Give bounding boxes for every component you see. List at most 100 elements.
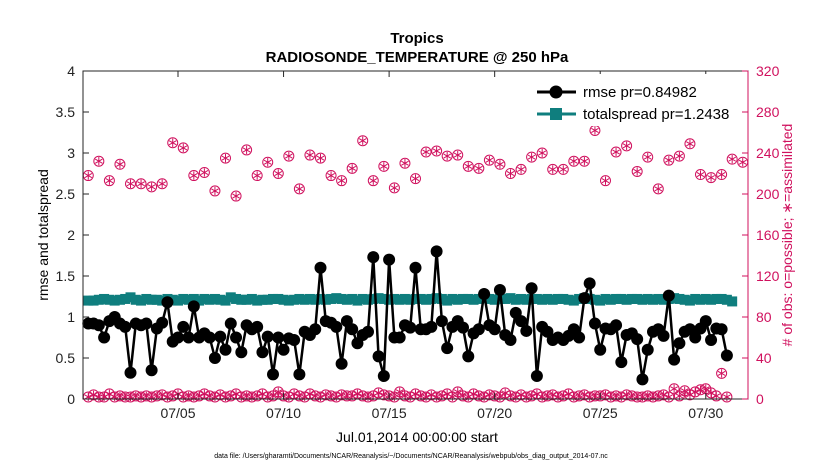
obs-possible-marker (721, 391, 733, 403)
obs-possible-marker (462, 160, 474, 172)
rmse-point (377, 370, 390, 383)
obs-possible-marker (135, 178, 147, 190)
obs-possible-marker (515, 163, 527, 175)
obs-possible-marker (209, 185, 221, 197)
obs-assimilated-marker (306, 389, 314, 399)
obs-assimilated-marker (379, 162, 388, 171)
obs-possible-marker (93, 155, 105, 167)
obs-assimilated-marker (485, 155, 494, 165)
x-tick-label: 07/25 (583, 405, 618, 421)
totalspread-point (236, 294, 247, 305)
rmse-point (251, 320, 264, 333)
obs-possible-marker (262, 156, 274, 168)
rmse-point (372, 350, 385, 363)
totalspread-point (452, 294, 463, 305)
y-tick-label-right: 160 (756, 227, 780, 243)
totalspread-point (363, 294, 373, 305)
rmse-point (309, 323, 322, 336)
rmse-point (441, 342, 454, 355)
totalspread-point (653, 293, 664, 304)
totalspread-point (183, 294, 194, 305)
x-tick-label: 07/05 (160, 405, 195, 421)
rmse-point (182, 331, 195, 344)
obs-assimilated-marker (179, 392, 188, 402)
totalspread-point (136, 295, 147, 306)
totalspread-point (352, 295, 363, 306)
obs-assimilated-marker (126, 392, 135, 402)
obs-assimilated-marker (591, 126, 599, 135)
obs-assimilated-marker (295, 184, 304, 194)
obs-assimilated-marker (443, 151, 452, 161)
rmse-point (383, 253, 396, 266)
obs-assimilated-marker (548, 390, 557, 400)
rmse-point (277, 343, 290, 356)
obs-possible-marker (367, 175, 379, 187)
rmse-point (631, 333, 644, 346)
rmse-point (530, 370, 543, 383)
obs-possible-marker (146, 181, 158, 193)
obs-assimilated-marker (411, 174, 420, 183)
y-axis-left: 0 0.5 1 1.5 2 2.5 3 3.5 4 (56, 63, 89, 407)
obs-possible-marker (526, 151, 538, 163)
obs-possible-marker (114, 158, 126, 170)
obs-assimilated-marker (432, 146, 441, 156)
totalspread-point (516, 293, 527, 304)
obs-possible-marker (716, 367, 728, 379)
obs-possible-marker (652, 183, 664, 195)
obs-assimilated-marker (105, 176, 114, 185)
totalspread-point (399, 293, 410, 304)
obs-possible-marker (272, 168, 284, 179)
y-tick-label: 2 (67, 227, 75, 243)
totalspread-point (310, 294, 321, 305)
obs-assimilated-marker (723, 392, 731, 402)
totalspread-point (273, 293, 284, 304)
totalspread-point (706, 294, 717, 305)
x-tick-label: 07/10 (266, 405, 301, 421)
rmse-point (588, 317, 601, 330)
y-tick-label: 2.5 (56, 186, 76, 202)
totalspread-point (695, 294, 706, 305)
totalspread-point (547, 294, 558, 305)
rmse-point (256, 346, 269, 359)
totalspread-point (600, 293, 611, 304)
obs-assimilated-marker (643, 152, 652, 162)
totalspread-point (553, 293, 563, 304)
obs-possible-marker (125, 178, 136, 190)
y-tick-label: 0 (67, 391, 75, 407)
totalspread-point (146, 294, 157, 305)
obs-assimilated-marker (569, 157, 578, 166)
rmse-point (715, 323, 728, 336)
totalspread-point (204, 294, 215, 305)
totalspread-point (252, 295, 263, 306)
rmse-layer (82, 245, 733, 386)
legend-rmse-label: rmse pr=0.84982 (583, 84, 697, 101)
totalspread-point (637, 294, 648, 305)
totalspread-point (674, 293, 685, 304)
rmse-point (478, 288, 491, 301)
x-tick-label: 07/30 (688, 405, 723, 421)
obs-assimilated-marker (448, 392, 457, 402)
obs-possible-marker (399, 157, 411, 169)
obs-possible-marker (494, 158, 506, 170)
x-axis: 07/05 07/10 07/15 07/20 07/25 07/30 (160, 71, 724, 421)
rmse-point (488, 323, 501, 336)
obs-assimilated-marker (221, 392, 230, 402)
obs-assimilated-marker (696, 170, 705, 179)
y-axis-label-right: # of obs: o=possible; ∗=assimilated (779, 124, 795, 347)
legend: rmse pr=0.84982 totalspread pr=1.2438 (528, 74, 742, 126)
totalspread-point (611, 293, 622, 304)
rmse-point (641, 343, 654, 356)
totalspread-point (114, 294, 125, 305)
totalspread-point (320, 294, 331, 305)
totalspread-point (199, 293, 210, 304)
y-tick-label-right: 0 (756, 391, 764, 407)
totalspread-point (468, 294, 479, 305)
totalspread-point (679, 294, 690, 305)
obs-assimilated-marker (686, 139, 694, 148)
totalspread-point (700, 293, 711, 304)
obs-possible-marker (631, 165, 643, 177)
obs-possible-marker (198, 166, 210, 178)
totalspread-point (109, 295, 120, 306)
obs-assimilated-marker (517, 165, 525, 174)
